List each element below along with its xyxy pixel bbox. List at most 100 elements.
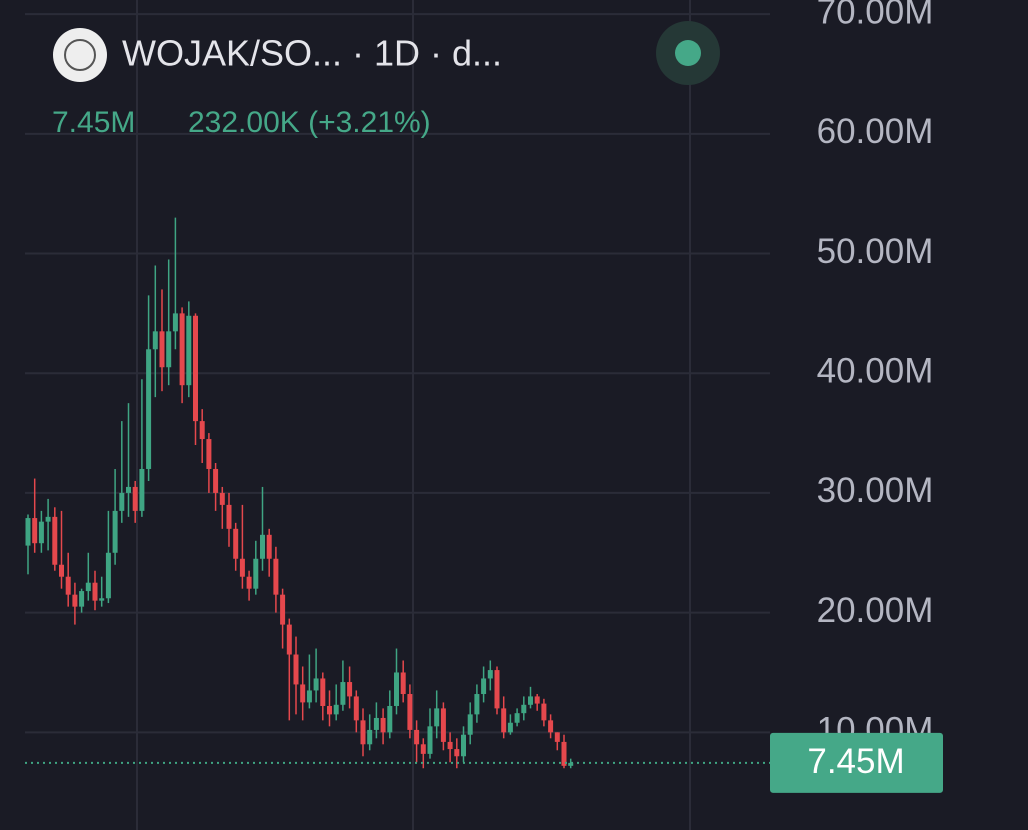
header-change: 232.00K (+3.21%)	[188, 106, 431, 139]
token-icon-face	[64, 39, 96, 71]
candle-body	[447, 741, 453, 750]
candle-body	[306, 690, 312, 703]
candle-body	[59, 564, 64, 577]
candle-body	[474, 694, 480, 715]
candle-body	[45, 516, 51, 522]
candle-body	[38, 521, 44, 544]
candle-body	[105, 552, 111, 599]
candle-body	[273, 558, 279, 595]
candle-body	[420, 744, 426, 754]
status-dot	[675, 40, 701, 66]
candle-body	[112, 510, 118, 553]
candle-body	[548, 720, 554, 733]
candle-body	[72, 594, 78, 607]
candle-body	[353, 696, 359, 721]
candle-body	[387, 705, 393, 733]
candle-body	[467, 714, 473, 735]
candle-body	[373, 717, 379, 730]
candle-body	[79, 591, 85, 607]
candle-body	[333, 704, 339, 715]
candle-body	[65, 576, 71, 595]
candle-body	[99, 598, 105, 601]
y-tick-label: 50.00M	[817, 232, 934, 271]
candle-body	[52, 516, 58, 565]
candle-body	[313, 678, 319, 691]
candle-body	[179, 313, 185, 386]
y-tick-label: 20.00M	[817, 591, 934, 630]
candle-body	[434, 708, 440, 727]
candle-body	[568, 762, 574, 766]
candle-body	[347, 682, 353, 697]
header-price: 7.45M	[52, 106, 135, 139]
candle-body	[233, 528, 239, 559]
candle-body	[132, 486, 138, 511]
candle-body	[440, 708, 446, 742]
candle-body	[152, 331, 158, 350]
candle-body	[487, 670, 493, 679]
candle-body	[320, 678, 326, 706]
candle-body	[266, 534, 272, 559]
candle-body	[327, 705, 332, 715]
candle-body	[126, 486, 131, 493]
price-label-box	[770, 732, 943, 793]
candle-body	[193, 315, 198, 422]
candle-body	[501, 708, 507, 733]
candle-body	[541, 703, 547, 721]
candle-body	[119, 492, 125, 511]
candle-body	[206, 439, 212, 469]
candle-body	[481, 678, 487, 695]
candle-body	[340, 682, 346, 705]
candle-body	[367, 729, 373, 745]
candle-body	[528, 696, 533, 705]
candle-body	[400, 672, 406, 695]
candle-body	[494, 670, 500, 709]
candle-body	[186, 315, 192, 386]
candle-body	[146, 349, 152, 469]
candle-body	[226, 504, 232, 529]
y-tick-label: 30.00M	[817, 471, 934, 510]
header: WOJAK/SO... · 1D · d... 7.45M 232.00K (+…	[52, 21, 720, 139]
candle-body	[454, 749, 460, 757]
candle-body	[561, 741, 567, 766]
candle-body	[139, 468, 145, 511]
candle-body	[360, 720, 366, 745]
candle-body	[380, 717, 386, 733]
candle-body	[172, 313, 178, 332]
candle-body	[293, 654, 299, 685]
candle-body	[219, 492, 225, 505]
price-label: 7.45M	[807, 742, 904, 781]
candle-body	[514, 713, 520, 723]
candle-body	[159, 331, 165, 368]
candle-body	[534, 696, 540, 704]
token-icon	[53, 28, 107, 82]
candle-body	[521, 704, 527, 714]
y-tick-label: 60.00M	[817, 112, 934, 151]
candle-body	[300, 684, 306, 703]
candle-body	[92, 582, 98, 601]
candle-body	[280, 594, 286, 625]
candle-body	[507, 722, 513, 733]
candle-body	[239, 558, 245, 577]
candle-body	[394, 672, 399, 706]
candle-body	[253, 558, 259, 589]
y-tick-label: 70.00M	[817, 0, 934, 31]
candle-body	[25, 518, 31, 546]
candle-body	[427, 726, 433, 754]
candle-body	[199, 421, 205, 440]
y-tick-label: 40.00M	[817, 351, 934, 390]
plot-area	[25, 0, 770, 830]
candle-body	[414, 729, 420, 745]
candle-body	[32, 518, 38, 544]
candle-body	[260, 534, 265, 559]
candle-body	[407, 694, 413, 730]
candle-body	[85, 582, 91, 592]
candle-body	[213, 468, 219, 493]
candle-body	[286, 624, 292, 655]
symbol: WOJAK/SO... · 1D · d...	[122, 33, 502, 74]
candle-body	[166, 331, 172, 368]
candle-body	[554, 732, 560, 742]
candle-body	[461, 734, 466, 757]
